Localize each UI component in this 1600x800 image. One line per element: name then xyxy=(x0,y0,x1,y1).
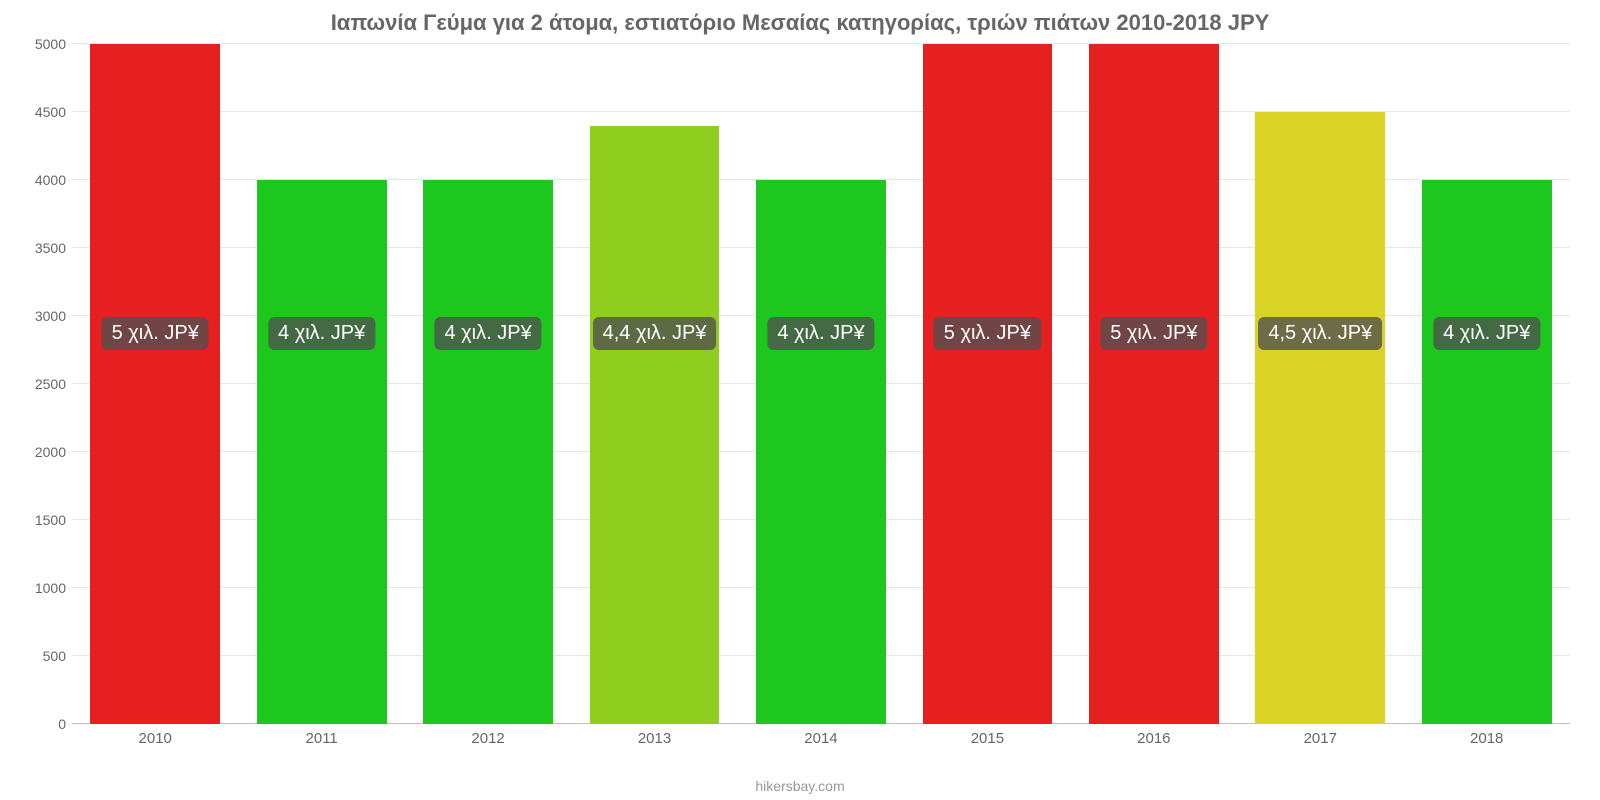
x-tick-label: 2011 xyxy=(238,724,404,754)
bar-slot: 4,4 χιλ. JP¥ xyxy=(571,44,737,724)
chart-caption: hikersbay.com xyxy=(0,778,1600,794)
bar xyxy=(590,126,720,724)
x-tick-label: 2017 xyxy=(1237,724,1403,754)
bar-value-label: 4 χιλ. JP¥ xyxy=(268,317,375,350)
y-tick-label: 4000 xyxy=(35,172,66,188)
bar xyxy=(756,180,886,724)
bar-slot: 5 χιλ. JP¥ xyxy=(904,44,1070,724)
x-tick-label: 2012 xyxy=(405,724,571,754)
bar-slot: 5 χιλ. JP¥ xyxy=(72,44,238,724)
bar-value-label: 4,4 χιλ. JP¥ xyxy=(593,317,717,350)
bar-slot: 4 χιλ. JP¥ xyxy=(738,44,904,724)
x-tick-label: 2016 xyxy=(1071,724,1237,754)
y-axis: 0500100015002000250030003500400045005000 xyxy=(20,44,72,724)
bar-slot: 4 χιλ. JP¥ xyxy=(405,44,571,724)
chart-title: Ιαπωνία Γεύμα για 2 άτομα, εστιατόριο Με… xyxy=(20,10,1580,36)
y-tick-label: 1000 xyxy=(35,580,66,596)
bar-slot: 5 χιλ. JP¥ xyxy=(1071,44,1237,724)
y-tick-label: 5000 xyxy=(35,36,66,52)
x-tick-label: 2015 xyxy=(904,724,1070,754)
bar-value-label: 4,5 χιλ. JP¥ xyxy=(1258,317,1382,350)
bar xyxy=(1089,44,1219,724)
x-tick-label: 2014 xyxy=(738,724,904,754)
bars-group: 5 χιλ. JP¥ 4 χιλ. JP¥ 4 χιλ. JP¥ 4,4 χιλ. J… xyxy=(72,44,1570,724)
x-tick-label: 2010 xyxy=(72,724,238,754)
plot-area: 0500100015002000250030003500400045005000… xyxy=(20,44,1580,754)
x-axis-labels: 201020112012201320142015201620172018 xyxy=(72,724,1570,754)
bar-value-label: 5 χιλ. JP¥ xyxy=(102,317,209,350)
bar xyxy=(423,180,553,724)
y-tick-label: 500 xyxy=(43,648,66,664)
bar xyxy=(1422,180,1552,724)
bar-value-label: 4 χιλ. JP¥ xyxy=(767,317,874,350)
x-tick-label: 2018 xyxy=(1404,724,1570,754)
bar-value-label: 4 χιλ. JP¥ xyxy=(434,317,541,350)
y-tick-label: 2000 xyxy=(35,444,66,460)
y-tick-label: 0 xyxy=(58,716,66,732)
y-tick-label: 3500 xyxy=(35,240,66,256)
bar-slot: 4 χιλ. JP¥ xyxy=(1404,44,1570,724)
bar-slot: 4,5 χιλ. JP¥ xyxy=(1237,44,1403,724)
y-tick-label: 3000 xyxy=(35,308,66,324)
bar-value-label: 5 χιλ. JP¥ xyxy=(934,317,1041,350)
x-tick-label: 2013 xyxy=(571,724,737,754)
bar-value-label: 4 χιλ. JP¥ xyxy=(1433,317,1540,350)
y-tick-label: 2500 xyxy=(35,376,66,392)
bar xyxy=(90,44,220,724)
bar-slot: 4 χιλ. JP¥ xyxy=(238,44,404,724)
y-tick-label: 4500 xyxy=(35,104,66,120)
bar xyxy=(257,180,387,724)
chart-container: Ιαπωνία Γεύμα για 2 άτομα, εστιατόριο Με… xyxy=(0,0,1600,800)
bar xyxy=(923,44,1053,724)
bar-value-label: 5 χιλ. JP¥ xyxy=(1100,317,1207,350)
y-tick-label: 1500 xyxy=(35,512,66,528)
bar xyxy=(1255,112,1385,724)
